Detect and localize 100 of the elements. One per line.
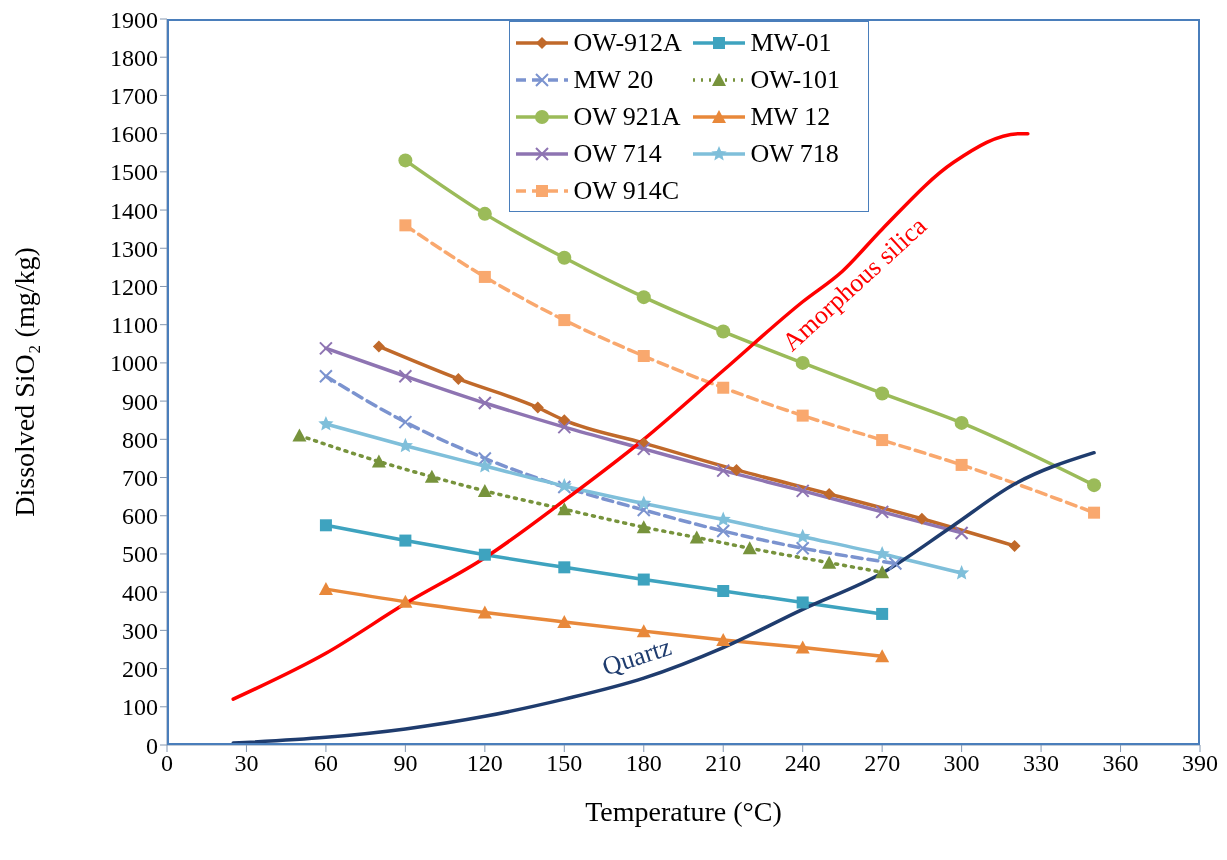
point	[477, 396, 492, 411]
point	[796, 596, 809, 609]
y-tick-label: 1000	[110, 350, 158, 377]
y-tick-label: 600	[122, 503, 158, 530]
y-tick-label: 100	[122, 694, 158, 721]
y-tick-label: 300	[122, 617, 158, 644]
point	[636, 503, 651, 518]
point	[478, 270, 491, 283]
point	[875, 386, 890, 401]
point	[795, 541, 810, 556]
point	[795, 355, 810, 370]
point	[822, 555, 837, 569]
point	[823, 487, 836, 500]
x-tick-label: 360	[1102, 750, 1139, 777]
y-tick-label: 1700	[110, 82, 158, 109]
line-series	[231, 131, 1030, 701]
point	[398, 369, 413, 384]
point	[689, 530, 704, 544]
y-tick-label: 500	[122, 541, 158, 568]
y-tick-label: 1200	[110, 273, 158, 300]
point	[715, 511, 731, 527]
point	[424, 469, 439, 483]
x-tick-label: 300	[943, 750, 980, 777]
legend-label: MW-01	[750, 27, 832, 58]
point	[477, 605, 492, 619]
y-tick-label: 900	[122, 388, 158, 415]
x-tick-label: 180	[625, 750, 662, 777]
point	[636, 441, 651, 456]
point	[557, 420, 572, 435]
x-tick-label: 270	[864, 750, 901, 777]
point	[558, 561, 571, 574]
point	[636, 495, 652, 510]
point	[399, 534, 412, 547]
y-tick-label: 800	[122, 426, 158, 453]
x-tick-label: 90	[393, 750, 418, 777]
y-tick-label: 200	[122, 656, 158, 683]
point	[292, 428, 307, 442]
point	[637, 573, 650, 586]
point	[875, 565, 890, 579]
point	[318, 341, 333, 356]
point	[716, 463, 731, 478]
point	[636, 520, 651, 534]
point	[477, 483, 492, 497]
point	[557, 250, 572, 265]
legend-label: OW 714	[573, 138, 662, 169]
point	[399, 219, 412, 232]
point	[558, 414, 571, 427]
point	[319, 519, 332, 532]
point	[318, 416, 334, 431]
point	[557, 614, 572, 628]
point	[716, 632, 731, 646]
point	[557, 502, 572, 516]
legend-label: OW-912A	[573, 27, 682, 58]
point	[477, 451, 492, 466]
point	[1008, 539, 1021, 552]
point	[796, 409, 809, 422]
x-tick-label: 120	[466, 750, 503, 777]
y-tick-label: 700	[122, 465, 158, 492]
point	[318, 369, 333, 384]
point	[875, 504, 890, 519]
point	[717, 585, 730, 598]
point	[398, 415, 413, 430]
legend-label: OW 914C	[573, 175, 680, 206]
y-tick-label: 1300	[110, 235, 158, 262]
point	[716, 324, 731, 339]
y-tick-label: 1600	[110, 121, 158, 148]
legend-label: MW 12	[750, 101, 831, 132]
point	[1088, 506, 1101, 519]
y-tick-label: 1400	[110, 197, 158, 224]
x-tick-label: 60	[313, 750, 338, 777]
point	[531, 401, 544, 414]
text: Quartz	[598, 631, 675, 682]
point	[716, 524, 731, 539]
x-tick-label: 150	[546, 750, 583, 777]
x-tick-label: 330	[1023, 750, 1060, 777]
legend-label: MW 20	[573, 64, 654, 95]
point	[876, 607, 889, 620]
point	[637, 350, 650, 363]
point	[636, 290, 651, 305]
point	[1087, 478, 1102, 493]
point	[888, 556, 903, 571]
point	[954, 415, 969, 430]
point	[318, 582, 333, 596]
point	[915, 512, 928, 525]
x-tick-label: 30	[234, 750, 259, 777]
point	[954, 525, 969, 540]
legend-label: OW 718	[750, 138, 839, 169]
point	[452, 372, 465, 385]
point	[717, 381, 730, 394]
point	[398, 594, 413, 608]
point	[477, 206, 492, 221]
x-tick-label: 390	[1182, 750, 1218, 777]
line-series	[231, 450, 1096, 745]
y-tick-label: 400	[122, 579, 158, 606]
legend-label: OW-101	[750, 64, 841, 95]
y-tick-label: 1100	[110, 312, 158, 339]
y-tick-label: 1500	[110, 159, 158, 186]
point	[398, 153, 413, 168]
point	[558, 314, 571, 327]
x-tick-label: 210	[705, 750, 742, 777]
